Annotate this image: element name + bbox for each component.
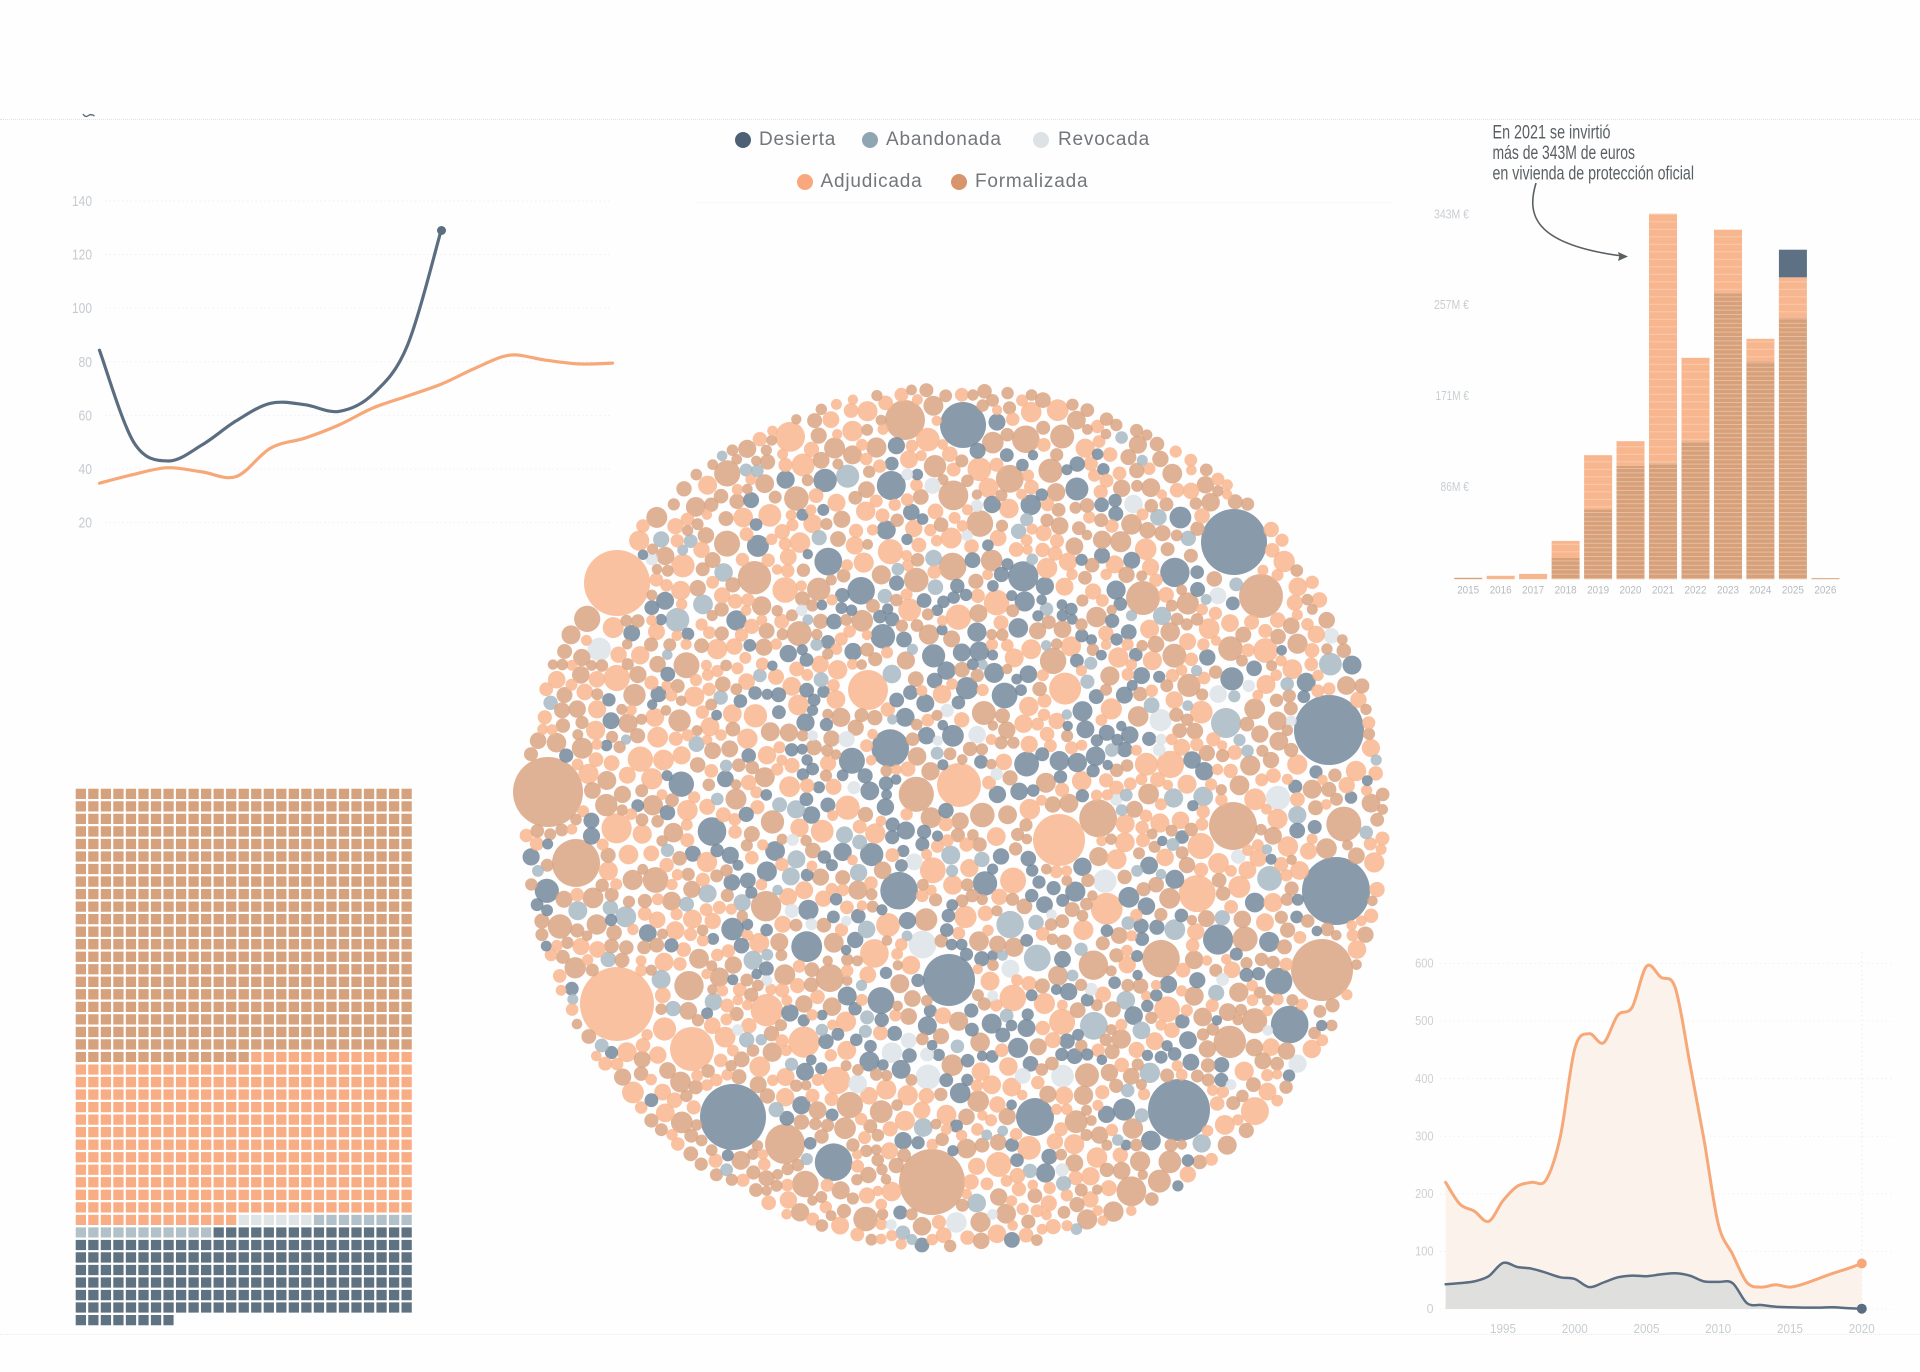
svg-text:2016: 2016: [1490, 585, 1512, 597]
svg-text:2026: 2026: [1814, 585, 1836, 597]
svg-text:2021: 2021: [1652, 585, 1674, 597]
svg-text:2022: 2022: [1685, 585, 1707, 597]
svg-text:1995: 1995: [1490, 1322, 1516, 1336]
svg-text:2005: 2005: [1634, 1322, 1660, 1336]
svg-text:0: 0: [1427, 1302, 1434, 1316]
svg-text:2020: 2020: [1620, 585, 1642, 597]
svg-text:400: 400: [1415, 1072, 1434, 1086]
svg-text:2024: 2024: [1749, 585, 1771, 597]
svg-text:2015: 2015: [1777, 1322, 1803, 1336]
svg-text:300: 300: [1415, 1129, 1434, 1143]
svg-text:60: 60: [79, 407, 93, 424]
svg-text:343M €: 343M €: [1434, 207, 1470, 222]
svg-text:171M €: 171M €: [1436, 388, 1470, 403]
svg-text:80: 80: [79, 354, 93, 371]
svg-text:500: 500: [1415, 1014, 1434, 1028]
svg-text:257M €: 257M €: [1434, 297, 1470, 312]
svg-text:86M €: 86M €: [1441, 479, 1470, 494]
svg-text:en vivienda de protección ofic: en vivienda de protección oficial: [1493, 163, 1695, 185]
svg-text:40: 40: [79, 461, 93, 478]
svg-text:2020: 2020: [1849, 1322, 1875, 1336]
svg-text:2025: 2025: [1782, 585, 1804, 597]
svg-text:140: 140: [72, 193, 92, 210]
svg-text:2010: 2010: [1705, 1322, 1731, 1336]
svg-text:100: 100: [72, 300, 92, 317]
svg-text:2000: 2000: [1562, 1322, 1588, 1336]
svg-text:2015: 2015: [1457, 585, 1479, 597]
svg-text:120: 120: [72, 247, 92, 264]
svg-text:2018: 2018: [1555, 585, 1577, 597]
svg-text:2017: 2017: [1522, 585, 1544, 597]
svg-text:100: 100: [1415, 1245, 1434, 1259]
svg-text:200: 200: [1415, 1187, 1434, 1201]
svg-text:2019: 2019: [1587, 585, 1609, 597]
svg-text:600: 600: [1415, 957, 1434, 971]
svg-text:2023: 2023: [1717, 585, 1739, 597]
svg-text:20: 20: [79, 515, 93, 532]
svg-text:En 2021 se invirtió: En 2021 se invirtió: [1493, 121, 1611, 143]
svg-text:más de 343M de euros: más de 343M de euros: [1493, 142, 1636, 164]
